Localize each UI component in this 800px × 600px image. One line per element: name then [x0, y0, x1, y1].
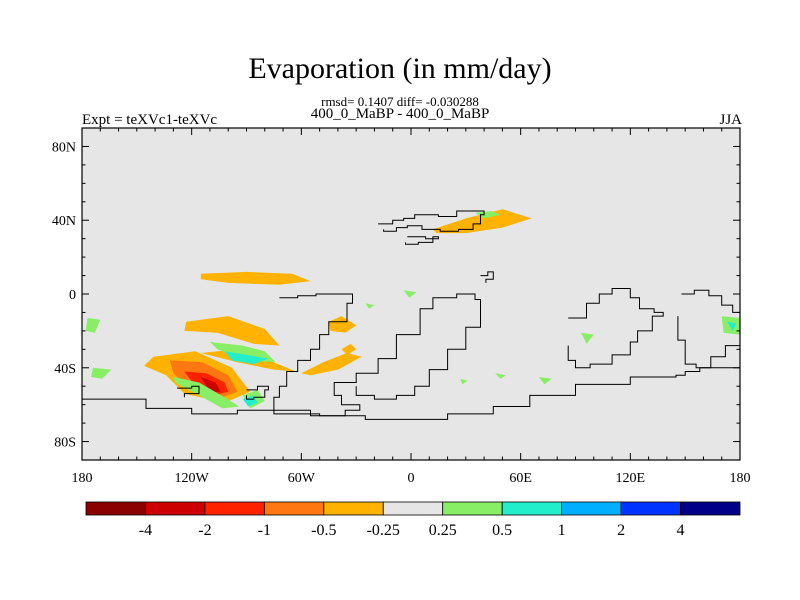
x-tick-label: 60E	[509, 471, 532, 486]
coastline-5	[405, 236, 439, 245]
x-tick-label: 180	[730, 471, 751, 486]
colorbar-label: -0.5	[311, 522, 336, 539]
coastline-7	[567, 288, 664, 369]
chart-title: Evaporation (in mm/day)	[248, 52, 552, 85]
contour-field-10	[432, 209, 532, 234]
colorbar-label: -2	[198, 522, 211, 539]
colorbar-label: -1	[258, 522, 271, 539]
colorbar-label: 2	[617, 522, 625, 539]
colorbar-box-7	[501, 501, 563, 516]
contour-field-8	[341, 343, 357, 355]
colorbar-label: -4	[139, 522, 152, 539]
colorbar-label: 4	[677, 522, 685, 539]
x-tick-label: 180	[72, 471, 93, 486]
colorbar-box-2	[204, 501, 265, 516]
colorbar-box-8	[561, 501, 622, 516]
colorbar-label: 0.5	[492, 522, 512, 539]
contour-field-9	[200, 271, 311, 285]
rmsd-diff-stats: rmsd= 0.1407 diff= -0.030288	[321, 94, 479, 109]
contour-field-17	[91, 367, 112, 379]
colorbar-label: 0.25	[429, 522, 457, 539]
colorbar-box-6	[442, 501, 503, 516]
colorbar-box-10	[680, 501, 741, 516]
colorbar-box-4	[323, 501, 384, 516]
contour-field-4	[184, 316, 280, 346]
contour-field-19	[365, 303, 375, 309]
season-label: JJA	[719, 112, 742, 128]
contour-field-3	[200, 377, 221, 392]
y-tick-label: 80S	[54, 436, 76, 451]
experiment-label: Expt = teXVc1-teXVc	[82, 112, 218, 128]
y-tick-label: 40S	[54, 362, 76, 377]
coastline-2	[246, 385, 269, 400]
coastline-0	[82, 365, 741, 420]
contour-field-20	[475, 211, 501, 219]
y-tick-label: 0	[69, 288, 76, 303]
x-tick-label: 120E	[616, 471, 646, 486]
contour-field-21	[495, 373, 506, 379]
colorbar-label: -0.25	[367, 522, 400, 539]
contour-field-26	[727, 321, 737, 331]
y-tick-label: 40N	[52, 214, 76, 229]
x-tick-label: 120W	[175, 471, 210, 486]
map-axes: 180 120W 60W 0 60E 120E 180 80N 40N 0 40S 80S	[52, 127, 751, 486]
coastline-4	[378, 210, 485, 232]
contour-field-11	[173, 377, 240, 409]
contour-field-24	[581, 332, 594, 344]
colorbar-box-5	[382, 501, 444, 516]
colorbar-box-1	[145, 501, 206, 516]
plot-area	[82, 128, 741, 460]
contour-field-6	[301, 353, 362, 376]
contour-field-18	[403, 290, 417, 298]
y-tick-label: 80N	[52, 140, 76, 155]
colorbar-box-9	[620, 501, 681, 516]
coastline-3	[177, 385, 200, 398]
contour-field-22	[538, 377, 552, 385]
contour-field-7	[328, 316, 357, 333]
contour-field-16	[85, 318, 101, 333]
chart-subtitle: 400_0_MaBP - 400_0_MaBP	[310, 106, 490, 122]
colorbar-box-3	[263, 501, 325, 516]
colorbar-box-0	[85, 501, 146, 516]
contour-field-23	[460, 378, 468, 385]
x-tick-label: 60W	[288, 471, 316, 486]
coastline-1	[273, 293, 481, 417]
coastline-6	[480, 271, 494, 283]
x-tick-label: 0	[408, 471, 415, 486]
colorbar-label: 1	[558, 522, 566, 539]
contour-field-14	[224, 351, 269, 365]
colorbar: -4 -2 -1 -0.5 -0.25 0.25 0.5 1 2 4	[85, 501, 741, 539]
